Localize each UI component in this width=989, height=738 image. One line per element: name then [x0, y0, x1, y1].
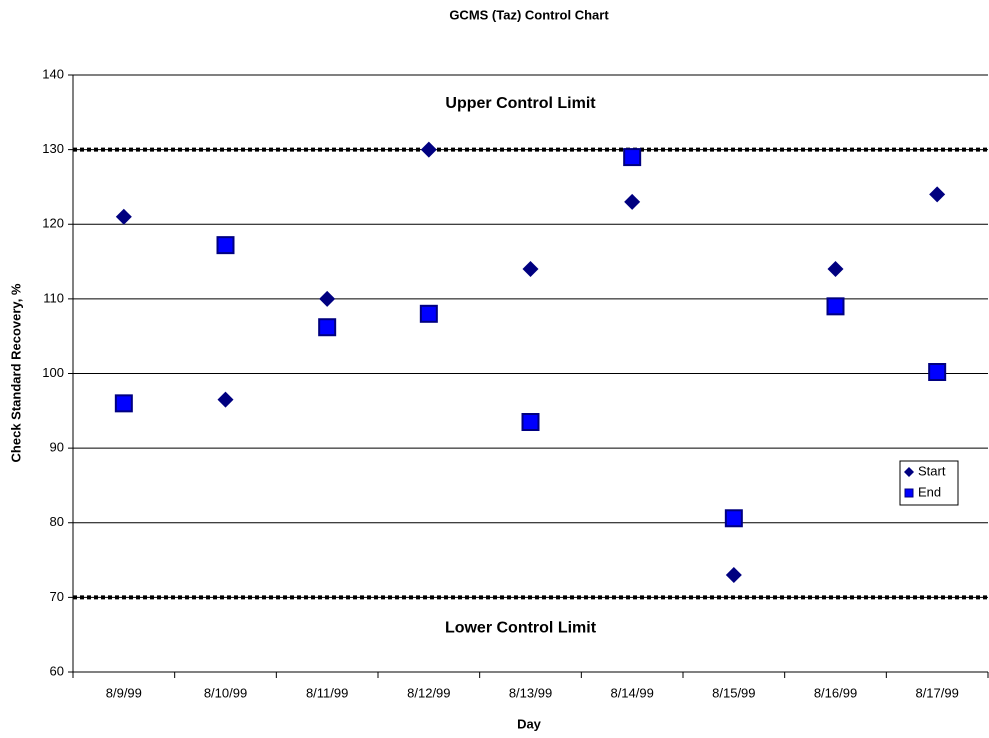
- x-tick-label: 8/11/99: [306, 685, 348, 700]
- marker-end: [623, 148, 642, 167]
- marker-start: [420, 141, 437, 158]
- legend-marker: [904, 488, 914, 498]
- x-tick-label: 8/9/99: [106, 685, 142, 700]
- marker-end: [521, 413, 540, 432]
- y-tick-label: 100: [42, 365, 64, 380]
- y-tick-label: 110: [43, 290, 64, 305]
- marker-end: [318, 318, 337, 337]
- legend-label: End: [918, 484, 941, 499]
- chart-title: GCMS (Taz) Control Chart: [449, 7, 609, 22]
- y-tick-label: 140: [42, 66, 64, 81]
- marker-end: [724, 509, 743, 528]
- y-axis-label: Check Standard Recovery, %: [8, 283, 23, 462]
- marker-start: [522, 261, 539, 278]
- x-tick-label: 8/16/99: [814, 685, 857, 700]
- y-tick-label: 130: [42, 141, 64, 156]
- x-tick-label: 8/13/99: [509, 685, 552, 700]
- y-tick-label: 80: [50, 514, 64, 529]
- marker-end: [114, 394, 133, 413]
- control-limit-label: Upper Control Limit: [445, 95, 596, 112]
- marker-start: [624, 193, 641, 210]
- y-tick-label: 70: [50, 589, 64, 604]
- legend-marker: [904, 467, 914, 477]
- x-tick-label: 8/15/99: [712, 685, 755, 700]
- marker-start: [929, 186, 946, 203]
- y-tick-label: 60: [50, 663, 64, 678]
- x-tick-label: 8/17/99: [915, 685, 958, 700]
- marker-start: [217, 391, 234, 408]
- control-limit-label: Lower Control Limit: [445, 620, 597, 637]
- marker-start: [319, 290, 336, 307]
- legend-label: Start: [918, 463, 946, 478]
- x-axis-label: Day: [517, 716, 542, 731]
- marker-start: [827, 261, 844, 278]
- marker-start: [725, 566, 742, 583]
- marker-end: [419, 304, 438, 323]
- x-tick-label: 8/10/99: [204, 685, 247, 700]
- marker-end: [826, 297, 845, 316]
- marker-start: [115, 208, 132, 225]
- x-tick-label: 8/12/99: [407, 685, 450, 700]
- marker-end: [216, 236, 235, 255]
- y-tick-label: 90: [50, 440, 64, 455]
- x-tick-label: 8/14/99: [610, 685, 653, 700]
- marker-end: [928, 363, 947, 382]
- y-tick-label: 120: [42, 216, 64, 231]
